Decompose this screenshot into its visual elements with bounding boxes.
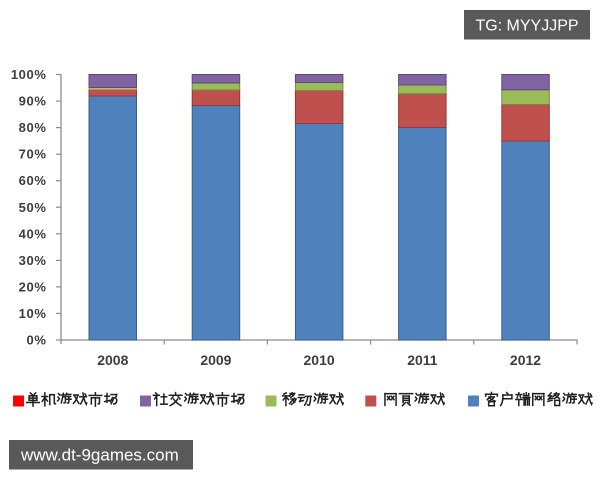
svg-text:30%: 30% bbox=[19, 253, 47, 268]
svg-text:2008: 2008 bbox=[97, 352, 128, 368]
svg-text:10%: 10% bbox=[19, 306, 47, 321]
svg-text:80%: 80% bbox=[19, 120, 47, 135]
svg-text:2011: 2011 bbox=[407, 352, 438, 368]
svg-text:20%: 20% bbox=[19, 279, 47, 294]
svg-text:2009: 2009 bbox=[200, 352, 231, 368]
svg-text:50%: 50% bbox=[19, 200, 47, 215]
svg-text:0%: 0% bbox=[27, 333, 47, 348]
svg-text:90%: 90% bbox=[19, 94, 47, 109]
svg-text:100%: 100% bbox=[11, 67, 47, 82]
svg-text:www.dt-9games.com: www.dt-9games.com bbox=[20, 446, 179, 465]
svg-text:70%: 70% bbox=[19, 147, 47, 162]
svg-text:2010: 2010 bbox=[304, 352, 335, 368]
svg-text:60%: 60% bbox=[19, 173, 47, 188]
svg-text:40%: 40% bbox=[19, 226, 47, 241]
svg-text:2012: 2012 bbox=[510, 352, 541, 368]
svg-text:TG: MYYJJPP: TG: MYYJJPP bbox=[475, 18, 578, 35]
